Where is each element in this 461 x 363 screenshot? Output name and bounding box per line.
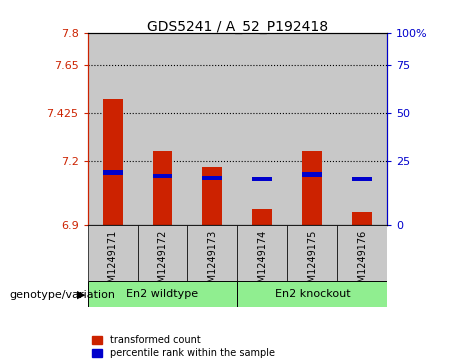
Bar xyxy=(252,209,272,225)
Bar xyxy=(237,225,287,281)
Bar xyxy=(352,212,372,225)
Bar xyxy=(302,151,322,225)
Bar xyxy=(88,281,237,307)
Bar xyxy=(188,225,237,281)
Text: GSM1249176: GSM1249176 xyxy=(357,229,367,295)
Bar xyxy=(102,99,123,225)
Bar xyxy=(153,151,172,225)
Text: GSM1249174: GSM1249174 xyxy=(257,229,267,295)
Bar xyxy=(188,33,237,225)
Bar xyxy=(202,176,222,180)
Text: GSM1249173: GSM1249173 xyxy=(207,229,218,295)
Bar xyxy=(287,33,337,225)
Bar xyxy=(88,225,137,281)
Text: GDS5241 / A_52_P192418: GDS5241 / A_52_P192418 xyxy=(147,20,328,34)
Text: En2 knockout: En2 knockout xyxy=(274,289,350,299)
Bar xyxy=(153,174,172,178)
Text: genotype/variation: genotype/variation xyxy=(9,290,115,300)
Legend: transformed count, percentile rank within the sample: transformed count, percentile rank withi… xyxy=(93,335,275,358)
Bar xyxy=(237,33,287,225)
Bar xyxy=(337,33,387,225)
Bar xyxy=(302,172,322,177)
Bar xyxy=(88,33,137,225)
Text: ▶: ▶ xyxy=(77,290,85,300)
Bar xyxy=(102,170,123,175)
Bar xyxy=(352,177,372,182)
Text: GSM1249171: GSM1249171 xyxy=(107,229,118,295)
Bar xyxy=(337,225,387,281)
Bar xyxy=(137,225,188,281)
Text: En2 wildtype: En2 wildtype xyxy=(126,289,199,299)
Text: GSM1249172: GSM1249172 xyxy=(158,229,167,295)
Text: GSM1249175: GSM1249175 xyxy=(307,229,317,295)
Bar xyxy=(252,177,272,182)
Bar xyxy=(137,33,188,225)
Bar xyxy=(237,281,387,307)
Bar xyxy=(287,225,337,281)
Bar xyxy=(202,167,222,225)
